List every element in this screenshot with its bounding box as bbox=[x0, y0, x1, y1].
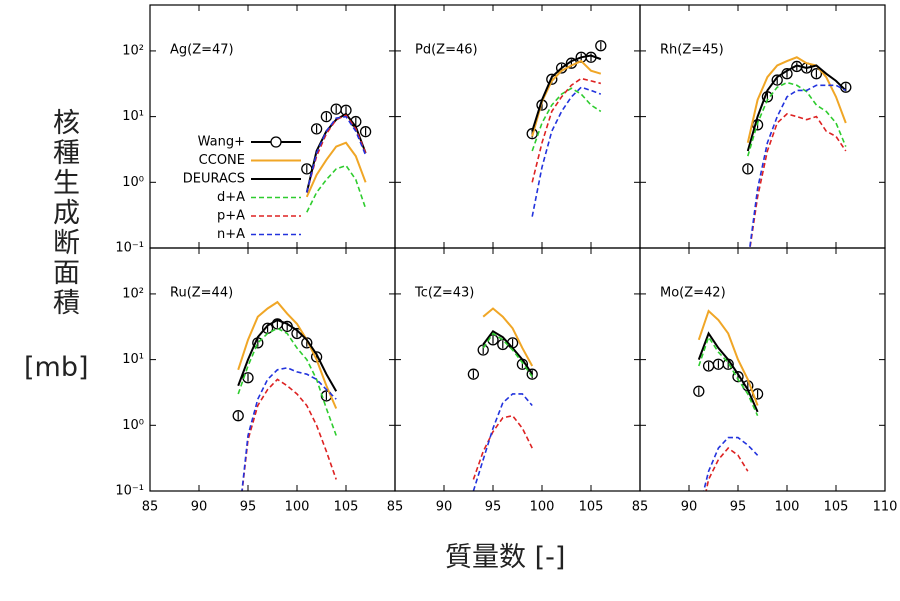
data-point bbox=[242, 372, 254, 384]
series-line bbox=[531, 87, 602, 152]
series-line bbox=[531, 77, 602, 183]
series-line bbox=[702, 436, 759, 491]
legend-label: p+A bbox=[217, 209, 245, 224]
x-tick-label: 105 bbox=[824, 500, 849, 515]
y-tick-label: 10⁰ bbox=[122, 418, 144, 433]
data-point bbox=[732, 371, 744, 383]
series-line bbox=[531, 54, 602, 132]
series-line bbox=[705, 447, 749, 491]
panel bbox=[232, 300, 338, 491]
series-line bbox=[747, 81, 847, 157]
legend-label: DEURACS bbox=[183, 172, 245, 187]
panel-title: Pd(Z=46) bbox=[415, 43, 478, 58]
panel bbox=[467, 307, 538, 491]
series-line bbox=[697, 309, 759, 406]
series-line bbox=[237, 327, 337, 436]
data-point bbox=[232, 410, 244, 422]
data-point bbox=[693, 385, 705, 397]
series-line bbox=[746, 56, 847, 143]
series-line bbox=[306, 114, 367, 193]
panel-frame bbox=[639, 247, 886, 492]
series-line bbox=[482, 329, 534, 375]
x-tick-label: 100 bbox=[285, 500, 310, 515]
legend-label: d+A bbox=[217, 190, 245, 205]
series-line bbox=[241, 378, 337, 491]
y-tick-label: 10⁻¹ bbox=[115, 241, 144, 256]
series-line bbox=[472, 414, 533, 480]
y-axis-label: 核種生成断面積 bbox=[48, 108, 79, 318]
data-point bbox=[310, 123, 323, 135]
panel-frame bbox=[149, 247, 396, 492]
series-line bbox=[237, 318, 338, 392]
series-line bbox=[531, 86, 602, 217]
panel-title: Ru(Z=44) bbox=[170, 286, 233, 301]
x-tick-label: 85 bbox=[142, 500, 159, 515]
data-point bbox=[467, 368, 480, 380]
x-tick-label: 100 bbox=[530, 500, 555, 515]
data-point bbox=[526, 368, 538, 380]
x-tick-label: 85 bbox=[387, 500, 404, 515]
series-line bbox=[749, 113, 847, 248]
data-point bbox=[771, 74, 783, 86]
legend-label: CCONE bbox=[199, 153, 245, 168]
y-tick-label: 10² bbox=[122, 43, 144, 58]
y-tick-label: 10² bbox=[122, 286, 144, 301]
x-tick-label: 85 bbox=[632, 500, 649, 515]
series-line bbox=[482, 332, 533, 378]
series-line bbox=[746, 64, 847, 152]
panel bbox=[301, 103, 372, 213]
x-tick-label: 100 bbox=[775, 500, 800, 515]
x-tick-label: 105 bbox=[579, 500, 604, 515]
series-line bbox=[306, 164, 367, 213]
x-tick-label: 95 bbox=[485, 500, 502, 515]
data-point bbox=[359, 126, 372, 138]
panel-frame bbox=[394, 247, 641, 492]
data-point bbox=[546, 73, 558, 85]
y-axis-unit: [mb] bbox=[24, 352, 89, 383]
data-point bbox=[477, 344, 489, 356]
y-tick-label: 10¹ bbox=[122, 352, 144, 367]
panel-title: Mo(Z=42) bbox=[660, 286, 726, 301]
data-point bbox=[595, 40, 607, 52]
x-tick-label: 90 bbox=[436, 500, 453, 515]
series-line bbox=[305, 112, 367, 193]
x-tick-label: 105 bbox=[334, 500, 359, 515]
series-line bbox=[241, 366, 337, 491]
series-line bbox=[306, 115, 367, 193]
legend-marker bbox=[270, 136, 282, 148]
x-tick-label: 95 bbox=[730, 500, 747, 515]
y-tick-label: 10⁻¹ bbox=[115, 484, 144, 499]
x-axis-label: 質量数 [-] bbox=[445, 542, 566, 573]
series-line bbox=[482, 307, 534, 367]
panel bbox=[526, 40, 607, 217]
series-line bbox=[472, 393, 533, 491]
x-tick-label: 95 bbox=[240, 500, 257, 515]
series-line bbox=[697, 331, 759, 413]
data-point bbox=[810, 68, 823, 80]
y-tick-label: 10¹ bbox=[122, 109, 144, 124]
legend-label: n+A bbox=[217, 227, 245, 242]
x-tick-label: 110 bbox=[873, 500, 898, 515]
data-point bbox=[742, 163, 754, 175]
panel bbox=[742, 56, 852, 248]
panel-title: Ag(Z=47) bbox=[170, 43, 234, 58]
panel-title: Tc(Z=43) bbox=[414, 286, 474, 301]
x-tick-label: 90 bbox=[191, 500, 208, 515]
panel bbox=[693, 309, 764, 491]
legend-label: Wang+ bbox=[198, 135, 245, 150]
data-point bbox=[301, 337, 313, 349]
series-line bbox=[748, 84, 847, 248]
panel-title: Rh(Z=45) bbox=[660, 43, 724, 58]
y-tick-label: 10⁰ bbox=[122, 175, 144, 190]
series-line bbox=[698, 335, 759, 417]
series-line bbox=[305, 141, 367, 198]
data-point bbox=[320, 110, 333, 123]
x-tick-label: 90 bbox=[681, 500, 698, 515]
series-line bbox=[237, 300, 338, 409]
